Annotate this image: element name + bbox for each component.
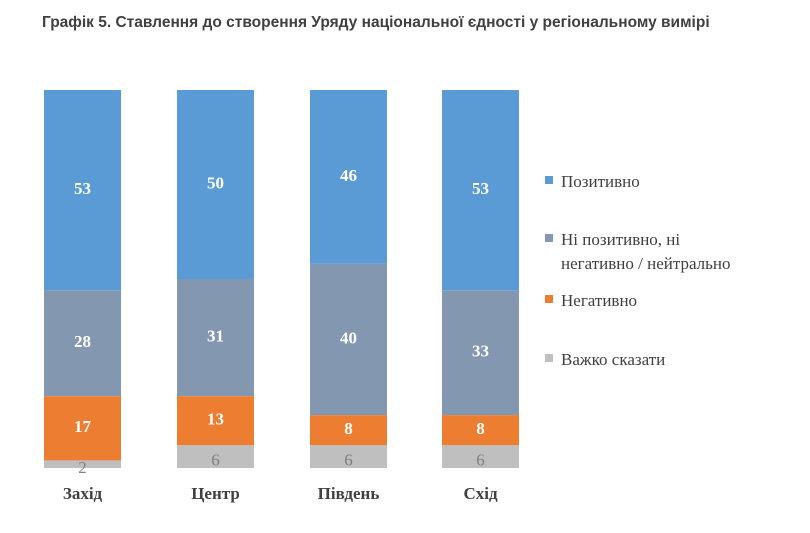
legend-label: Важко сказати bbox=[561, 350, 666, 369]
bar-segment bbox=[442, 290, 519, 416]
data-label: 13 bbox=[207, 410, 224, 429]
value-labels-group: 53 28 17 2 50 31 13 6 46 40 8 6 53 33 8 6 bbox=[74, 166, 489, 477]
category-label: Південь bbox=[318, 484, 380, 503]
data-label: 6 bbox=[344, 451, 353, 470]
bar-segment bbox=[44, 290, 121, 397]
data-label: 8 bbox=[344, 419, 353, 438]
legend-item: Негативно bbox=[545, 289, 637, 313]
legend-swatch bbox=[545, 354, 553, 362]
bar-segment bbox=[442, 90, 519, 291]
data-label: 53 bbox=[74, 179, 91, 198]
bar-segment bbox=[310, 263, 387, 416]
bar-segment bbox=[310, 445, 387, 468]
legend-swatch bbox=[545, 295, 553, 303]
legend-item: Ні позитивно, ні негативно / нейтрально bbox=[545, 228, 731, 276]
data-label: 40 bbox=[340, 328, 357, 347]
legend-label: Позитивно bbox=[561, 172, 640, 191]
data-label: 6 bbox=[211, 451, 220, 470]
category-label: Схід bbox=[463, 484, 498, 503]
data-label: 31 bbox=[207, 326, 224, 345]
category-label: Захід bbox=[63, 484, 103, 503]
data-label: 50 bbox=[207, 173, 224, 192]
bar-segment bbox=[310, 415, 387, 446]
bar-segment bbox=[44, 90, 121, 291]
bar-segment bbox=[177, 445, 254, 468]
data-label: 53 bbox=[472, 179, 489, 198]
legend-item: Позитивно bbox=[545, 170, 640, 194]
bar-segment bbox=[310, 90, 387, 264]
data-label: 28 bbox=[74, 332, 91, 351]
category-label: Центр bbox=[191, 484, 240, 503]
bar-segment bbox=[44, 460, 121, 468]
legend-label: Ні позитивно, ні негативно / нейтрально bbox=[561, 230, 731, 273]
bar-segment bbox=[442, 445, 519, 468]
data-label: 2 bbox=[78, 458, 87, 477]
legend-swatch bbox=[545, 234, 553, 242]
legend-swatch bbox=[545, 176, 553, 184]
data-label: 6 bbox=[476, 451, 485, 470]
data-label: 17 bbox=[74, 417, 92, 436]
data-label: 46 bbox=[340, 166, 357, 185]
data-label: 8 bbox=[476, 419, 485, 438]
chart-title: Графік 5. Ставлення до створення Уряду н… bbox=[42, 14, 710, 31]
data-label: 33 bbox=[472, 342, 489, 361]
bar-segment bbox=[177, 396, 254, 446]
bar-segment bbox=[442, 415, 519, 446]
legend-label: Негативно bbox=[561, 291, 638, 310]
bar-segment bbox=[177, 279, 254, 397]
bars-group bbox=[44, 90, 519, 468]
bar-segment bbox=[44, 396, 121, 461]
category-labels-group: Захід Центр Південь Схід bbox=[63, 484, 498, 503]
legend-item: Важко сказати bbox=[545, 348, 665, 372]
bar-segment bbox=[177, 90, 254, 279]
